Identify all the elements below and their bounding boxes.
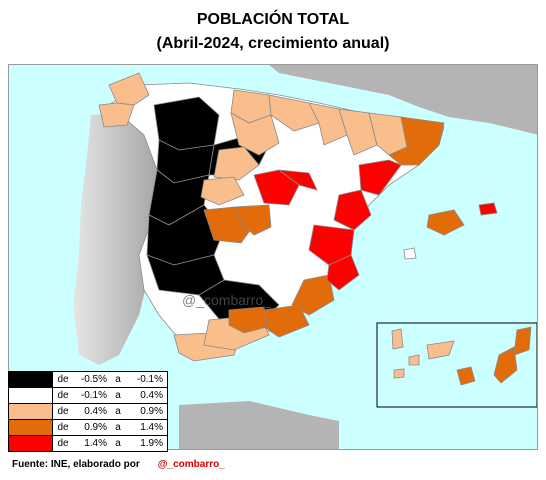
legend-swatch — [9, 372, 53, 387]
legend-row: de -0.5% a -0.1% — [9, 372, 167, 388]
legend-a: a — [115, 438, 121, 449]
legend-de: de — [57, 438, 69, 449]
legend-de: de — [57, 422, 69, 433]
province-alicante — [326, 254, 360, 291]
map-title: POBLACIÓN TOTAL — [196, 11, 350, 28]
watermark: @_combarro_ — [182, 292, 271, 308]
province-huesca — [338, 108, 378, 156]
legend-row: de 0.9% a 1.4% — [9, 420, 167, 436]
island-mallorca — [426, 209, 465, 236]
map-subtitle: (Abril-2024, crecimiento anual) — [156, 35, 390, 52]
province-galicia-b — [98, 102, 135, 128]
province-avila — [200, 176, 245, 206]
africa-landmass — [179, 401, 339, 449]
province-catalunya — [388, 116, 445, 166]
legend-to: 1.4% — [140, 422, 163, 433]
legend-de: de — [57, 390, 69, 401]
province-cuenca-west — [233, 204, 272, 236]
island-la-palma — [391, 328, 404, 350]
legend-from: 1.4% — [84, 438, 107, 449]
island-gran-canaria — [456, 366, 476, 386]
legend: de -0.5% a -0.1% de -0.1% a 0.4% de 0.4% a 0.9% de 0.… — [8, 371, 168, 452]
portugal-landmass — [73, 113, 159, 365]
island-tenerife — [426, 340, 455, 360]
province-burgos — [230, 112, 280, 156]
footer: Fuente: INE, elaborado por @_combarro_ — [12, 459, 225, 470]
legend-swatch — [9, 404, 53, 419]
legend-row: de 1.4% a 1.9% — [9, 436, 167, 451]
legend-to: 0.4% — [140, 390, 163, 401]
province-galicia-a — [108, 72, 150, 106]
legend-de: de — [57, 374, 69, 385]
legend-swatch — [9, 388, 53, 403]
legend-a: a — [115, 390, 121, 401]
legend-swatch — [9, 420, 53, 435]
island-el-hierro — [393, 368, 405, 379]
legend-from: -0.5% — [80, 374, 107, 385]
footer-handle: @_combarro_ — [157, 459, 225, 470]
island-ibiza — [403, 247, 417, 260]
island-lanzarote — [513, 326, 532, 356]
province-guadalajara — [277, 169, 318, 191]
province-segovia — [213, 146, 260, 181]
legend-to: 1.9% — [140, 438, 163, 449]
legend-de: de — [57, 406, 69, 417]
legend-to: -0.1% — [136, 374, 163, 385]
province-madrid — [253, 169, 300, 206]
legend-from: 0.4% — [84, 406, 107, 417]
province-tarragona — [358, 159, 402, 196]
france-landmass — [269, 65, 537, 135]
legend-from: 0.9% — [84, 422, 107, 433]
footer-source: Fuente: INE, elaborado por — [12, 459, 140, 470]
province-navarra — [308, 102, 348, 146]
island-fuerteventura — [493, 346, 518, 384]
legend-to: 0.9% — [140, 406, 163, 417]
province-granada — [228, 306, 268, 334]
legend-a: a — [115, 406, 121, 417]
island-la-gomera — [408, 354, 420, 366]
legend-a: a — [115, 422, 121, 433]
legend-from: -0.1% — [80, 390, 107, 401]
legend-swatch — [9, 436, 53, 451]
island-menorca — [478, 202, 498, 216]
legend-row: de -0.1% a 0.4% — [9, 388, 167, 404]
province-pais-vasco — [268, 94, 320, 132]
province-murcia — [291, 274, 335, 316]
legend-a: a — [115, 374, 121, 385]
legend-row: de 0.4% a 0.9% — [9, 404, 167, 420]
province-castellon — [333, 189, 372, 231]
